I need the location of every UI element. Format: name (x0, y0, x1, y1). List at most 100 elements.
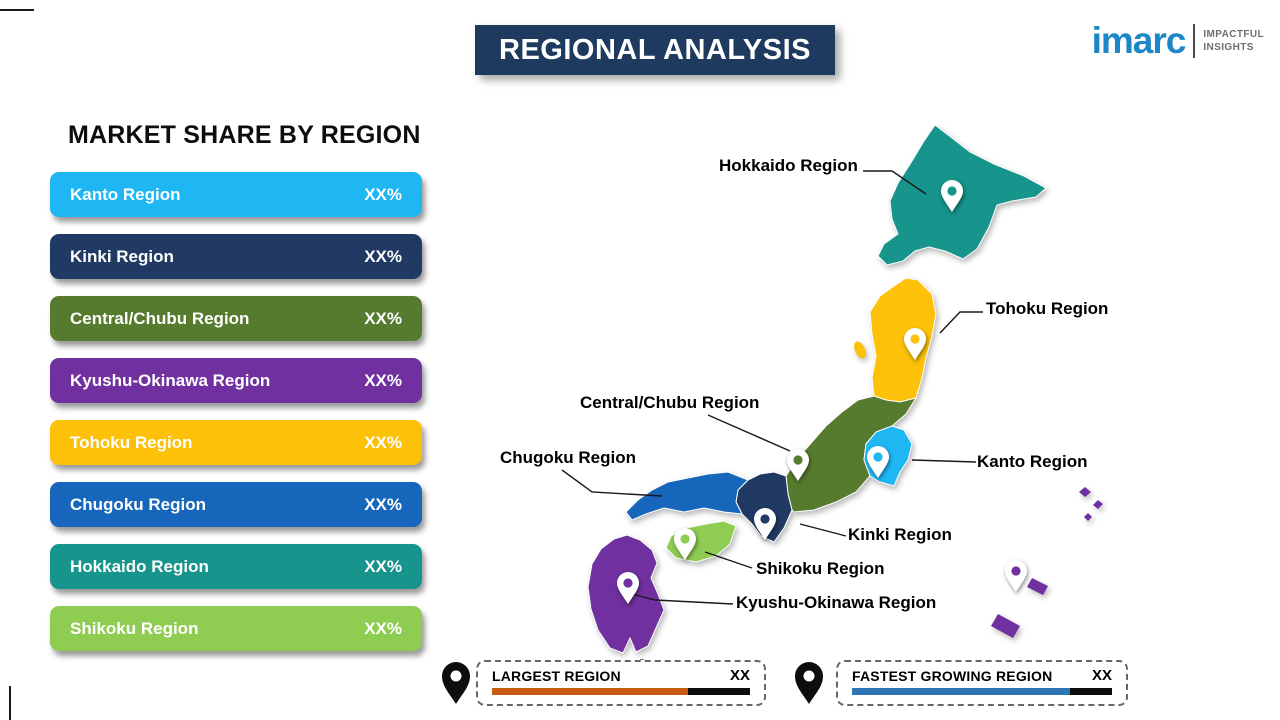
pin-body (1005, 560, 1027, 592)
legend-fastest-bar (852, 688, 1112, 695)
map-pin-hokkaido (941, 180, 963, 212)
legend-largest-value: XX (729, 667, 750, 684)
pin-hole (680, 534, 690, 544)
region-kinki-shape (735, 471, 793, 543)
logo-tagline-line1: IMPACTFUL (1203, 28, 1264, 40)
share-bar-label: Kinki Region (70, 246, 174, 266)
share-bar-tohoku: Tohoku Region XX% (50, 420, 422, 465)
callout-line-shikoku (704, 551, 753, 569)
share-bar-kinki: Kinki Region XX% (50, 234, 422, 279)
map-pin-okinawa (1005, 560, 1027, 592)
okinawa-islet-1 (1079, 487, 1091, 497)
share-bar-chugoku: Chugoku Region XX% (50, 482, 422, 527)
legend-largest-label: LARGEST REGION (492, 667, 621, 684)
share-bar-value: XX% (364, 246, 402, 266)
map-label-kinki: Kinki Region (848, 525, 952, 544)
share-bar-value: XX% (364, 556, 402, 576)
callout-line-kinki (799, 523, 847, 537)
map-label-kanto: Kanto Region (977, 452, 1088, 471)
logo-tagline-line2: INSIGHTS (1203, 41, 1254, 53)
pin-hole (947, 186, 957, 196)
callout-line-kyushu-okinawa (631, 593, 734, 605)
legend-fastest-label: FASTEST GROWING REGION (852, 667, 1053, 684)
map-label-kyushu-okinawa: Kyushu-Okinawa Region (736, 593, 937, 612)
share-bar-label: Kyushu-Okinawa Region (70, 370, 271, 390)
legend-largest-bar (492, 688, 750, 695)
pin-hole (803, 670, 815, 682)
share-bar-label: Hokkaido Region (70, 556, 209, 576)
map-pin-tohoku (904, 328, 926, 360)
pin-body (674, 528, 696, 560)
map-label-chubu: Central/Chubu Region (580, 393, 760, 412)
logo-divider (1193, 23, 1196, 58)
share-bar-label: Tohoku Region (70, 432, 193, 452)
sado-island (854, 341, 866, 359)
pin-body (442, 662, 470, 704)
pin-hole (450, 670, 462, 682)
share-bar-value: XX% (364, 184, 402, 204)
pin-hole (623, 578, 633, 588)
pin-body (904, 328, 926, 360)
callout-line-chubu (707, 414, 791, 452)
map-label-shikoku: Shikoku Region (756, 559, 885, 578)
okinawa-island-main (991, 614, 1020, 638)
pin-hole (793, 455, 803, 465)
map-pin-kinki (754, 508, 776, 540)
share-bar-label: Central/Chubu Region (70, 308, 250, 328)
pin-body (787, 449, 809, 481)
share-bar-kyushu-okinawa: Kyushu-Okinawa Region XX% (50, 358, 422, 403)
share-bar-shikoku: Shikoku Region XX% (50, 606, 422, 651)
share-bar-label: Shikoku Region (70, 618, 199, 638)
map-pin-kanto (867, 446, 889, 478)
callout-line-hokkaido (863, 170, 927, 195)
legend-fastest-growing-region: FASTEST GROWING REGION XX (836, 660, 1128, 706)
pin-body (754, 508, 776, 540)
legend-bar-black-segment (688, 688, 750, 695)
largest-region-pin-icon (442, 662, 470, 704)
japan-map (561, 124, 1103, 673)
pin-hole (1011, 566, 1021, 576)
pin-body (617, 572, 639, 604)
pin-body (941, 180, 963, 212)
okinawa-islet-3 (1084, 513, 1092, 521)
share-bar-hokkaido: Hokkaido Region XX% (50, 544, 422, 589)
map-label-tohoku: Tohoku Region (986, 299, 1109, 318)
share-bar-value: XX% (364, 370, 402, 390)
region-chugoku-shape (625, 471, 749, 521)
share-bar-value: XX% (364, 494, 402, 514)
legend-bar-color-segment (492, 688, 689, 695)
okinawa-island-mid (1027, 578, 1048, 595)
market-share-title: MARKET SHARE BY REGION (68, 121, 421, 149)
logo-tagline: IMPACTFUL INSIGHTS (1203, 28, 1264, 54)
map-pin-chubu (787, 449, 809, 481)
region-tohoku-shape (869, 277, 937, 403)
callout-line-tohoku (939, 311, 983, 334)
japan-islands (587, 124, 1103, 673)
share-bar-kanto: Kanto Region XX% (50, 172, 422, 217)
callout-line-kanto (911, 459, 977, 463)
okinawa-islet-2 (1093, 500, 1103, 509)
map-pin-shikoku (674, 528, 696, 560)
market-share-list: Kanto Region XX% Kinki Region XX% Centra… (50, 172, 422, 651)
map-label-chugoku: Chugoku Region (500, 448, 636, 467)
map-label-hokkaido: Hokkaido Region (719, 156, 858, 175)
imarc-logo-text: imarc (1091, 20, 1187, 61)
share-bar-value: XX% (364, 432, 402, 452)
page-title-text: REGIONAL ANALYSIS (499, 33, 811, 66)
pin-hole (760, 514, 770, 524)
share-bar-label: Chugoku Region (70, 494, 206, 514)
region-chubu-shape (785, 395, 918, 513)
pin-body (795, 662, 823, 704)
crop-mark-top (0, 9, 34, 11)
legend-fastest-value: XX (1091, 667, 1112, 684)
callout-line-chugoku (561, 469, 663, 497)
fastest-growing-pin-icon (795, 662, 823, 704)
imarc-logo: imarc IMPACTFUL INSIGHTS (1092, 22, 1264, 59)
share-bar-chubu: Central/Chubu Region XX% (50, 296, 422, 341)
pin-hole (910, 334, 920, 344)
map-pin-kyushu (617, 572, 639, 604)
share-bar-value: XX% (364, 308, 402, 328)
share-bar-value: XX% (364, 618, 402, 638)
crop-mark-bottom (9, 686, 11, 720)
